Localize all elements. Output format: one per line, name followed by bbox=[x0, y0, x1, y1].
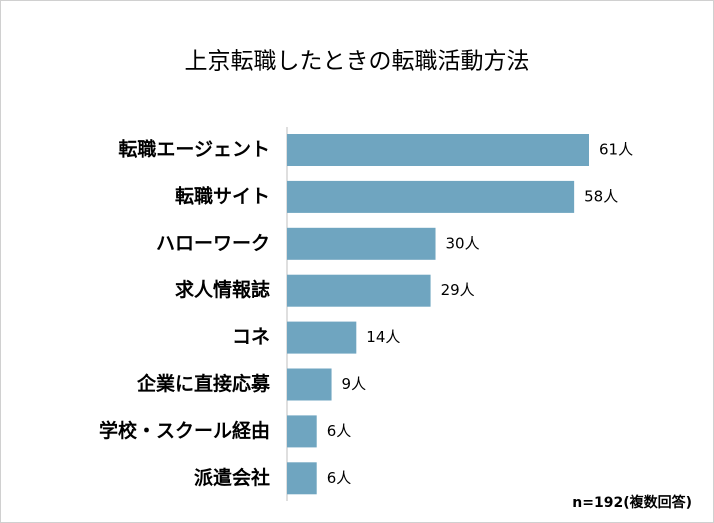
bar bbox=[287, 321, 357, 354]
bar bbox=[287, 274, 431, 307]
value-label: 6人 bbox=[327, 422, 352, 440]
category-label: 求人情報誌 bbox=[175, 278, 270, 301]
bar bbox=[287, 415, 317, 448]
note: n=192(複数回答) bbox=[572, 494, 692, 511]
category-label: 企業に直接応募 bbox=[136, 372, 271, 395]
value-label: 14人 bbox=[366, 328, 400, 346]
value-label: 30人 bbox=[446, 234, 480, 252]
category-label: 転職エージェント bbox=[118, 138, 270, 161]
bar bbox=[287, 180, 575, 213]
category-label: 転職サイト bbox=[175, 184, 270, 207]
bar bbox=[287, 462, 317, 495]
bar bbox=[287, 227, 436, 260]
bar bbox=[287, 134, 589, 166]
category-label: 派遣会社 bbox=[194, 466, 270, 489]
chart-title: 上京転職したときの転職活動方法 bbox=[185, 49, 530, 75]
value-label: 6人 bbox=[327, 469, 352, 487]
value-label: 58人 bbox=[584, 187, 618, 205]
bar bbox=[287, 368, 332, 401]
value-label: 9人 bbox=[342, 375, 367, 393]
category-label: コネ bbox=[232, 326, 270, 348]
category-label: ハローワーク bbox=[156, 232, 270, 254]
value-label: 29人 bbox=[441, 281, 475, 299]
category-label: 学校・スクール経由 bbox=[99, 419, 270, 442]
value-label: 61人 bbox=[599, 141, 633, 159]
